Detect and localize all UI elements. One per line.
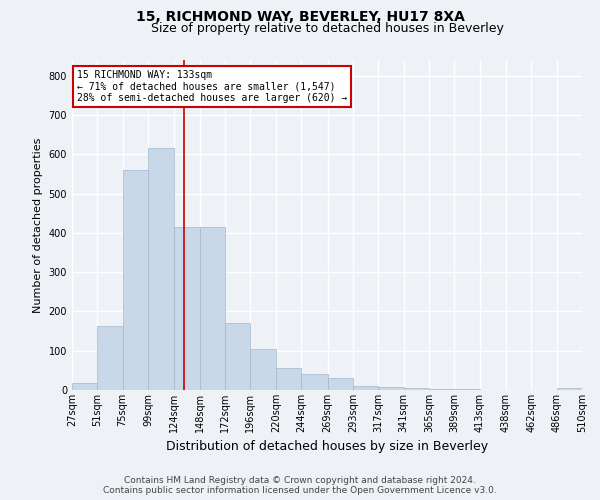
Bar bbox=[276, 368, 301, 390]
Text: Contains HM Land Registry data © Crown copyright and database right 2024.
Contai: Contains HM Land Registry data © Crown c… bbox=[103, 476, 497, 495]
Y-axis label: Number of detached properties: Number of detached properties bbox=[33, 138, 43, 312]
Bar bbox=[97, 326, 122, 390]
Bar bbox=[429, 389, 454, 390]
Bar bbox=[328, 378, 353, 390]
Bar bbox=[175, 227, 200, 390]
Bar bbox=[454, 389, 479, 390]
X-axis label: Distribution of detached houses by size in Beverley: Distribution of detached houses by size … bbox=[166, 440, 488, 454]
Bar bbox=[353, 386, 378, 390]
Bar bbox=[122, 170, 148, 390]
Bar bbox=[200, 227, 225, 390]
Bar bbox=[72, 383, 97, 390]
Text: 15, RICHMOND WAY, BEVERLEY, HU17 8XA: 15, RICHMOND WAY, BEVERLEY, HU17 8XA bbox=[136, 10, 464, 24]
Bar bbox=[301, 374, 328, 390]
Bar bbox=[225, 323, 250, 390]
Title: Size of property relative to detached houses in Beverley: Size of property relative to detached ho… bbox=[151, 22, 503, 35]
Bar bbox=[378, 387, 404, 390]
Bar bbox=[250, 349, 276, 390]
Bar bbox=[557, 388, 582, 390]
Text: 15 RICHMOND WAY: 133sqm
← 71% of detached houses are smaller (1,547)
28% of semi: 15 RICHMOND WAY: 133sqm ← 71% of detache… bbox=[77, 70, 347, 103]
Bar bbox=[404, 388, 429, 390]
Bar bbox=[148, 148, 175, 390]
